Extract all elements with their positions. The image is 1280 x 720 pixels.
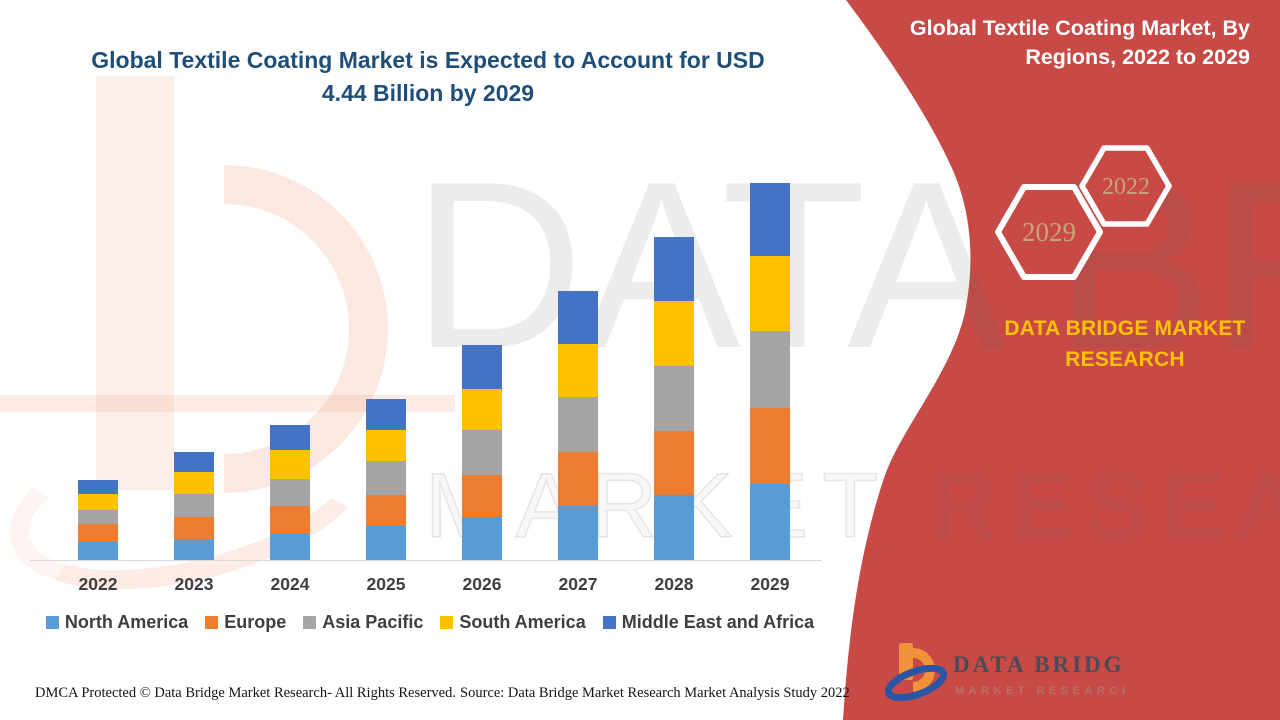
footer-source: Source: Data Bridge Market Research Mark…	[460, 685, 850, 701]
logo-wordmark: DATA BRIDGE	[953, 652, 1125, 677]
bar-segment-south-america-2026	[462, 389, 502, 430]
legend-label-middle-east-and-africa: Middle East and Africa	[621, 612, 815, 632]
bar-segment-middle-east-and-africa-2027	[558, 291, 598, 345]
bar-segment-north-america-2028	[654, 495, 694, 560]
x-axis-label-2026: 2026	[462, 574, 502, 594]
bar-segment-middle-east-and-africa-2024	[270, 424, 310, 451]
bar-segment-south-america-2029	[750, 255, 790, 332]
legend-item-europe: Europe	[205, 612, 286, 633]
legend-label-south-america: South America	[459, 612, 586, 632]
x-axis-line	[30, 560, 822, 561]
hexagon-2022-label: 2022	[1102, 174, 1150, 200]
x-axis-label-2024: 2024	[270, 574, 310, 594]
bar-segment-asia-pacific-2025	[366, 461, 406, 495]
bar-segment-south-america-2025	[366, 429, 406, 462]
bar-segment-middle-east-and-africa-2028	[654, 237, 694, 301]
bar-segment-south-america-2027	[558, 344, 598, 397]
x-axis-labels: 2022 2023 2024 2025 2026 2027 2028 2029	[35, 574, 825, 600]
x-axis-label-2029: 2029	[750, 574, 790, 594]
x-axis-label-2027: 2027	[558, 574, 598, 594]
brand-text-line1: DATA BRIDGE MARKET	[1004, 317, 1246, 340]
bar-segment-middle-east-and-africa-2026	[462, 344, 502, 390]
bar-segment-south-america-2022	[78, 493, 118, 510]
side-panel-title: Global Textile Coating Market, By Region…	[868, 14, 1250, 72]
legend-swatch-middle-east-and-africa	[602, 616, 616, 629]
side-panel-title-line1: Global Textile Coating Market, By	[909, 16, 1250, 40]
bar-chart-plot-area	[35, 150, 825, 560]
footer-dmca: DMCA Protected © Data Bridge Market Rese…	[35, 685, 456, 701]
bar-segment-europe-2029	[750, 407, 790, 485]
bar-segment-asia-pacific-2029	[750, 331, 790, 408]
bar-segment-middle-east-and-africa-2023	[174, 452, 214, 473]
legend-swatch-north-america	[45, 616, 59, 629]
legend-label-north-america: North America	[64, 612, 189, 632]
brand-text: DATA BRIDGE MARKET RESEARCH	[997, 313, 1253, 375]
data-bridge-logo: DATA BRIDGE MARKET RESEARCH	[885, 643, 1125, 702]
x-axis-label-2023: 2023	[174, 574, 214, 594]
bar-segment-north-america-2023	[174, 538, 214, 560]
bar-segment-europe-2028	[654, 430, 694, 496]
bar-segment-south-america-2024	[270, 450, 310, 480]
bar-segment-north-america-2025	[366, 526, 406, 560]
legend-item-north-america: North America	[45, 612, 189, 633]
bar-segment-middle-east-and-africa-2029	[750, 182, 790, 256]
bar-segment-middle-east-and-africa-2025	[366, 398, 406, 430]
hexagon-2029-label: 2029	[1022, 217, 1076, 247]
bar-segment-europe-2026	[462, 475, 502, 517]
bar-segment-europe-2025	[366, 494, 406, 526]
legend-item-middle-east-and-africa: Middle East and Africa	[602, 612, 815, 633]
chart-title: Global Textile Coating Market is Expecte…	[90, 44, 766, 110]
legend-item-south-america: South America	[440, 612, 586, 633]
bar-segment-asia-pacific-2027	[558, 396, 598, 453]
bar-segment-north-america-2027	[558, 505, 598, 560]
bar-segment-north-america-2022	[78, 542, 118, 560]
bar-segment-north-america-2024	[270, 533, 310, 560]
bar-segment-europe-2023	[174, 516, 214, 539]
bar-segment-asia-pacific-2024	[270, 479, 310, 506]
bar-segment-asia-pacific-2028	[654, 366, 694, 431]
bar-segment-north-america-2029	[750, 484, 790, 560]
bar-segment-north-america-2026	[462, 516, 502, 560]
x-axis-label-2025: 2025	[366, 574, 406, 594]
hexagon-2022	[1079, 145, 1172, 227]
legend-swatch-europe	[205, 616, 219, 629]
chart-title-line2: 4.44 Billion by 2029	[321, 80, 535, 106]
bar-segment-asia-pacific-2023	[174, 493, 214, 517]
chart-title-line1: Global Textile Coating Market is Expecte…	[91, 47, 765, 73]
hexagon-2029	[995, 184, 1103, 280]
x-axis-label-2028: 2028	[654, 574, 694, 594]
bar-segment-asia-pacific-2022	[78, 509, 118, 525]
bar-segment-south-america-2023	[174, 472, 214, 494]
hexagon-year-badges: 2029 2022	[995, 145, 1172, 280]
bar-segment-europe-2024	[270, 505, 310, 534]
bar-segment-asia-pacific-2026	[462, 429, 502, 475]
bar-segment-europe-2027	[558, 452, 598, 506]
logo-swoosh	[885, 664, 948, 702]
bar-segment-europe-2022	[78, 524, 118, 543]
brand-text-line2: RESEARCH	[1065, 348, 1185, 371]
legend-item-asia-pacific: Asia Pacific	[303, 612, 423, 633]
chart-legend: North America Europe Asia Pacific South Ame…	[35, 612, 825, 633]
legend-label-asia-pacific: Asia Pacific	[322, 612, 424, 632]
watermark-logo-bar	[96, 76, 174, 490]
bar-segment-south-america-2028	[654, 300, 694, 367]
legend-label-europe: Europe	[224, 612, 287, 632]
logo-subtitle: MARKET RESEARCH	[955, 685, 1125, 697]
watermark-band	[0, 395, 455, 412]
x-axis-label-2022: 2022	[78, 574, 118, 594]
legend-swatch-asia-pacific	[303, 616, 317, 629]
bar-segment-middle-east-and-africa-2022	[78, 480, 118, 494]
side-panel-title-line2: Regions, 2022 to 2029	[1025, 45, 1250, 69]
legend-swatch-south-america	[440, 616, 454, 629]
